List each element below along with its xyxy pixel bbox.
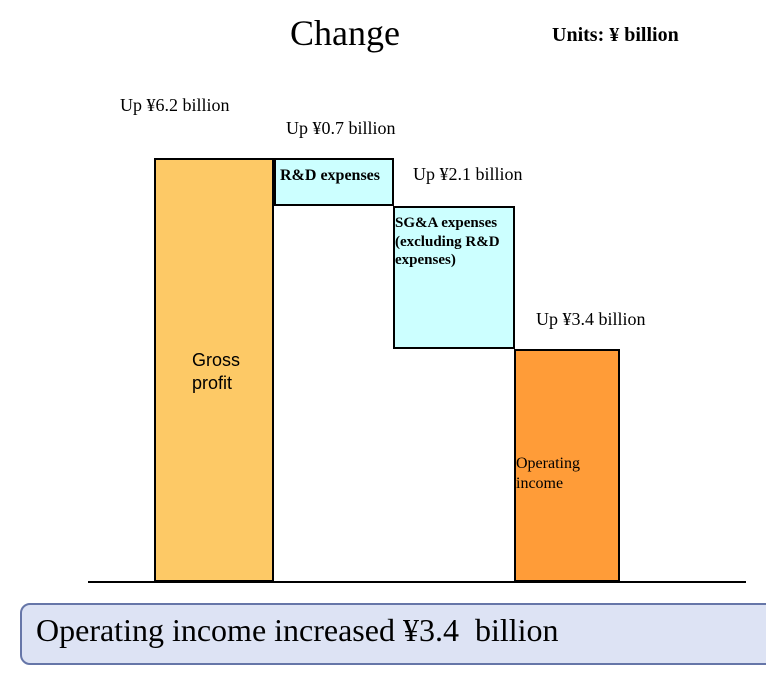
value-label: Up ¥3.4 billion [536,309,646,330]
value-label: Up ¥6.2 billion [120,95,230,115]
value-label: Up ¥0.7 billion [286,118,396,138]
baseline [88,581,746,583]
summary-banner [20,603,766,665]
category-label: Gross profit [192,350,241,393]
units-label: Units: ¥ billion [552,24,679,46]
summary-text: Operating income increased ¥3.4 billion [36,612,559,648]
category-label: Operating income [516,455,580,493]
category-label: SG&A expenses (excluding R&D expenses) [395,214,500,269]
chart-title: Change [290,13,400,53]
bar: SG&A expenses (excluding R&D expenses) [393,205,515,350]
chart: Gross profit Up ¥6.2 billion R&D expenses U… [120,95,646,582]
bar: R&D expenses [274,158,394,206]
bar: Operating income [514,349,620,582]
bar: Gross profit [154,158,274,582]
category-label: R&D expenses [280,167,380,184]
value-label: Up ¥2.1 billion [413,163,523,184]
